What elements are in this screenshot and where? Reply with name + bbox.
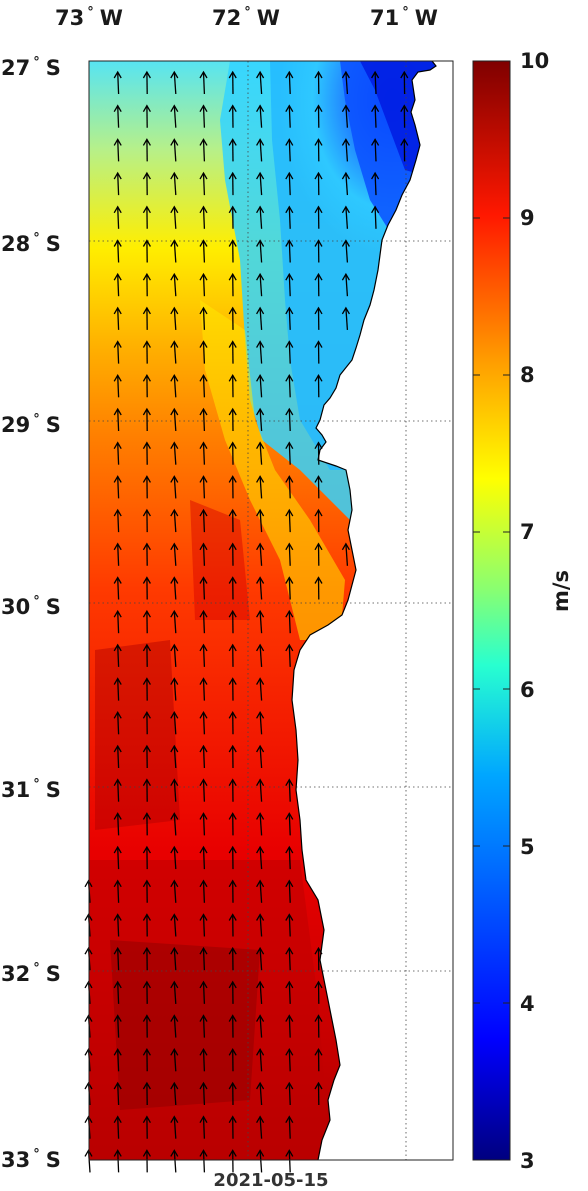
colorbar-tick-10: 10 (520, 51, 549, 72)
lat-label-28s: 28°S (1, 234, 61, 255)
lon-label-71w: 71°W (370, 8, 438, 29)
colorbar-tick-5: 5 (520, 837, 535, 858)
lat-label-30s: 30°S (1, 597, 61, 618)
colorbar-tick-3: 3 (520, 1151, 535, 1172)
wind-arrow (171, 1150, 178, 1172)
lat-label-33s: 33°S (1, 1150, 61, 1171)
colorbar-unit-label: m/s (549, 570, 573, 612)
colorbar-tick-9: 9 (520, 208, 535, 229)
lat-label-31s: 31°S (1, 780, 61, 801)
lat-label-27s: 27°S (1, 58, 61, 79)
colorbar (473, 61, 510, 1160)
lat-label-32s: 32°S (1, 964, 61, 985)
colorbar-tick-7: 7 (520, 522, 535, 543)
lon-label-73w: 73°W (55, 8, 123, 29)
lon-label-72w: 72°W (212, 8, 280, 29)
colorbar-tick-6: 6 (520, 680, 535, 701)
wind-arrow (114, 1150, 121, 1172)
colorbar-tick-4: 4 (520, 994, 535, 1015)
lat-label-29s: 29°S (1, 415, 61, 436)
colorbar-tick-8: 8 (520, 365, 535, 386)
wind-arrow (200, 1150, 207, 1172)
wind-arrow (143, 1150, 150, 1172)
